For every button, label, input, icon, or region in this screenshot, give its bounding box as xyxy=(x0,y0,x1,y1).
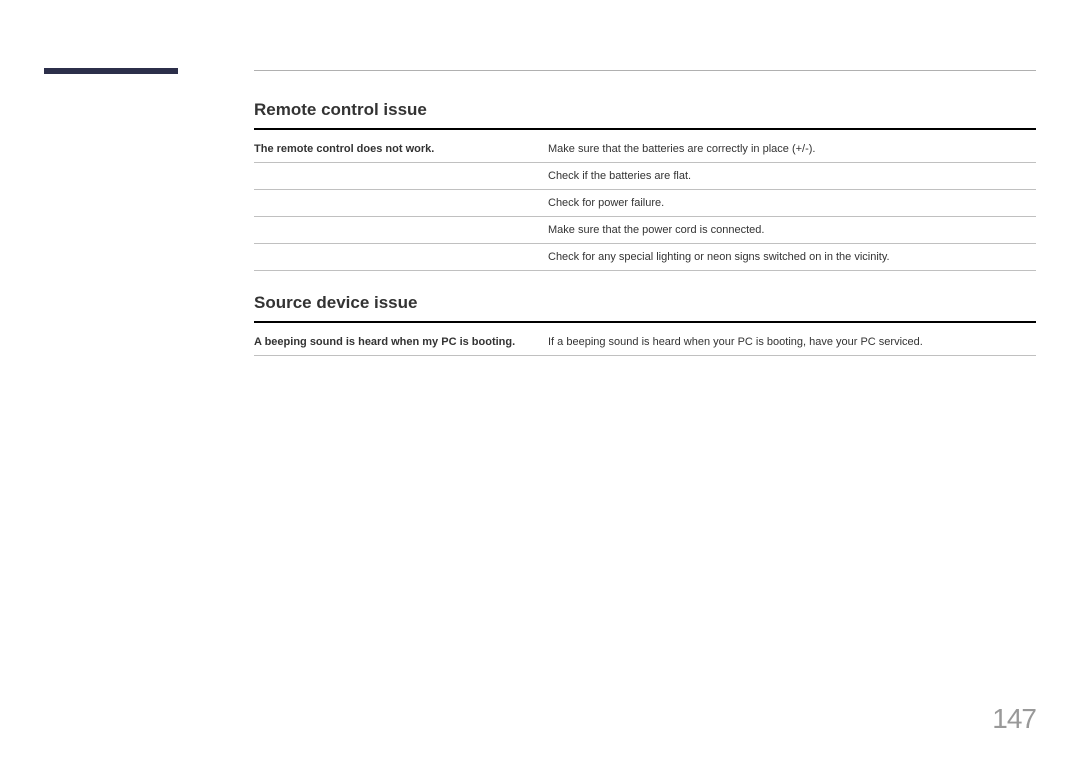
page-number: 147 xyxy=(992,703,1036,735)
table-row: Make sure that the power cord is connect… xyxy=(254,217,1036,244)
content-area: Remote control issue The remote control … xyxy=(254,100,1036,378)
symptom-cell xyxy=(254,251,548,263)
symptom-cell: A beeping sound is heard when my PC is b… xyxy=(254,336,548,348)
table-row: A beeping sound is heard when my PC is b… xyxy=(254,329,1036,356)
section-title: Remote control issue xyxy=(254,100,1036,120)
section-rule xyxy=(254,321,1036,323)
solution-cell: Check for any special lighting or neon s… xyxy=(548,251,1036,263)
section-rule xyxy=(254,128,1036,130)
solution-cell: Check if the batteries are flat. xyxy=(548,170,1036,182)
table-row: The remote control does not work. Make s… xyxy=(254,136,1036,163)
table-row: Check if the batteries are flat. xyxy=(254,163,1036,190)
table-row: Check for power failure. xyxy=(254,190,1036,217)
symptom-cell xyxy=(254,224,548,236)
symptom-cell: The remote control does not work. xyxy=(254,143,548,155)
section-remote-control: Remote control issue The remote control … xyxy=(254,100,1036,271)
section-title: Source device issue xyxy=(254,293,1036,313)
solution-cell: Make sure that the batteries are correct… xyxy=(548,143,1036,155)
header-accent-bar xyxy=(44,68,178,74)
symptom-cell xyxy=(254,197,548,209)
section-source-device: Source device issue A beeping sound is h… xyxy=(254,293,1036,356)
symptom-cell xyxy=(254,170,548,182)
solution-cell: Make sure that the power cord is connect… xyxy=(548,224,1036,236)
table-row: Check for any special lighting or neon s… xyxy=(254,244,1036,271)
solution-cell: Check for power failure. xyxy=(548,197,1036,209)
header-rule xyxy=(254,70,1036,71)
solution-cell: If a beeping sound is heard when your PC… xyxy=(548,336,1036,348)
